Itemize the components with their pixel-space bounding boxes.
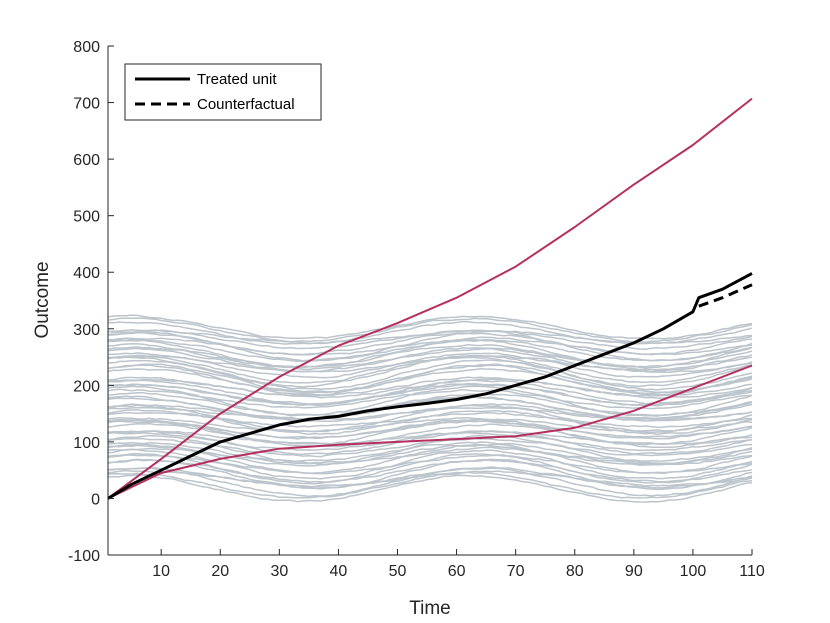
donor-lines [107, 314, 753, 503]
donor-line [108, 474, 753, 503]
y-tick-label: 300 [73, 322, 100, 339]
y-ticks: -100 0 100 200 300 400 500 600 700 800 [68, 39, 114, 565]
donor-line [107, 417, 753, 433]
series-line-counterfactual [698, 283, 753, 308]
donor-line [107, 382, 753, 407]
x-tick-label: 10 [152, 563, 170, 580]
donor-line [107, 368, 753, 395]
x-tick-label: 80 [566, 563, 584, 580]
x-tick-label: 30 [270, 563, 288, 580]
donor-line [107, 441, 753, 463]
y-tick-label: 700 [73, 96, 100, 113]
donor-line [107, 403, 753, 423]
donor-line [107, 431, 753, 452]
donor-line [107, 430, 753, 446]
donor-line [107, 471, 753, 499]
donor-line [107, 444, 753, 467]
donor-line [107, 347, 753, 373]
x-axis-label: Time [409, 598, 451, 619]
donor-line [107, 385, 753, 417]
donor-line [107, 467, 753, 498]
y-tick-label: 100 [73, 435, 100, 452]
legend-label-counterfactual: Counterfactual [197, 96, 295, 113]
y-tick-label: 500 [73, 209, 100, 226]
series-line-treated-unit [107, 272, 753, 500]
donor-line [107, 352, 753, 379]
x-tick-label: 40 [330, 563, 348, 580]
y-tick-label: 400 [73, 265, 100, 282]
x-tick-label: 60 [448, 563, 466, 580]
donor-line [107, 459, 753, 491]
donor-line [107, 418, 753, 440]
x-ticks: 10 20 30 40 50 60 70 80 90 100 110 [152, 549, 765, 580]
donor-line [107, 359, 753, 391]
series-lines [107, 97, 753, 500]
y-tick-label: 800 [73, 39, 100, 56]
donor-line [107, 395, 753, 420]
y-axis-label: Outcome [32, 261, 53, 338]
legend: Treated unit Counterfactual [124, 63, 322, 121]
x-tick-label: 70 [507, 563, 525, 580]
donor-line [107, 317, 753, 343]
donor-line [107, 466, 753, 489]
donor-line [107, 422, 753, 448]
x-tick-label: 110 [739, 563, 765, 580]
donor-line [107, 355, 753, 374]
x-tick-label: 50 [389, 563, 407, 580]
y-tick-label: -100 [68, 548, 100, 565]
series-line-highlight-2 [107, 364, 753, 500]
y-tick-label: 200 [73, 378, 100, 395]
donor-line [107, 346, 753, 371]
donor-line [107, 376, 753, 397]
donor-line [107, 420, 753, 439]
donor-line [107, 391, 753, 417]
x-tick-label: 100 [680, 563, 707, 580]
x-tick-label: 90 [625, 563, 643, 580]
legend-label-treated: Treated unit [197, 71, 277, 88]
axes [107, 46, 752, 556]
donor-line [107, 331, 753, 356]
series-line-highlight-1 [107, 97, 753, 500]
donor-line [107, 388, 753, 410]
legend-box [124, 63, 322, 121]
y-tick-label: 0 [91, 491, 100, 508]
donor-line [108, 343, 753, 369]
donor-line [107, 321, 753, 345]
x-tick-label: 20 [211, 563, 229, 580]
y-tick-label: 600 [73, 152, 100, 169]
donor-line [107, 443, 753, 475]
donor-line [107, 363, 753, 394]
donor-line [107, 448, 753, 480]
